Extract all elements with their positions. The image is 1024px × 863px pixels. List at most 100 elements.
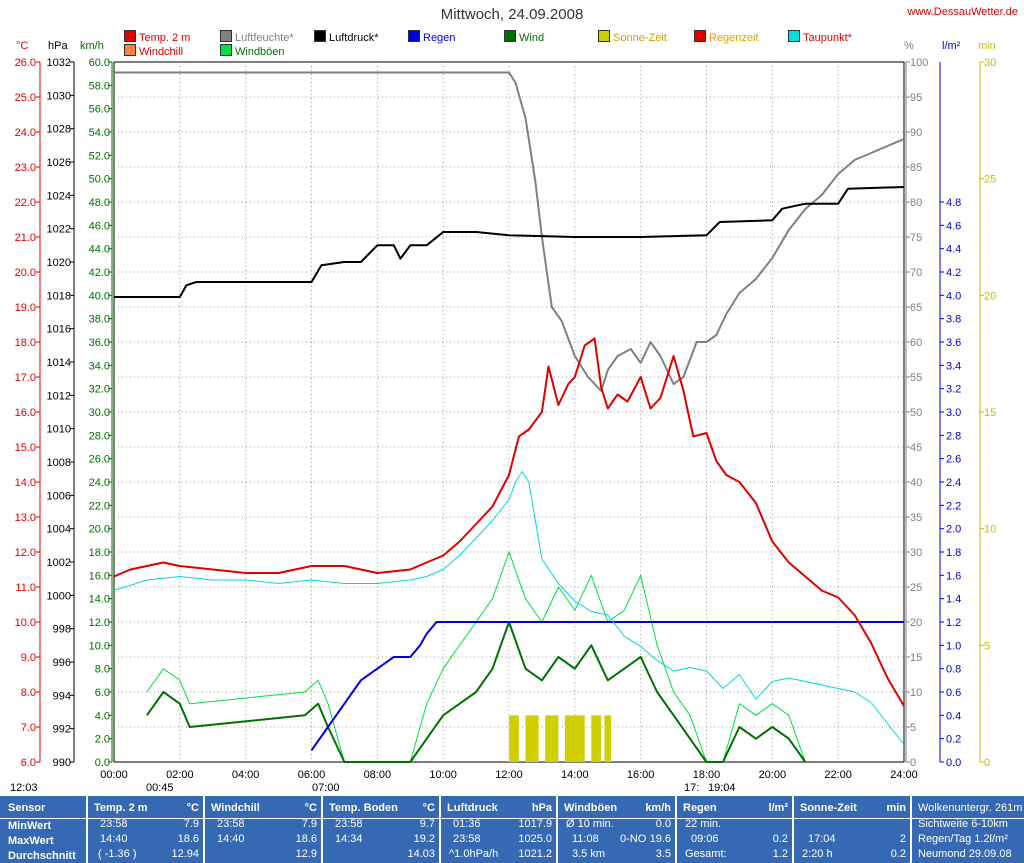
temp-tick-label: 23.0 [15,162,36,174]
humidity-tick-label: 95 [910,92,922,104]
wind-tick-label: 2.0 [95,734,110,746]
rain-tick-label: 3.8 [946,314,961,326]
gusts-max: 19.6 [649,833,671,845]
wind-tick-label: 58.0 [89,80,110,92]
pressure-tick-label: 1030 [47,90,71,102]
humidity-tick-label: 85 [910,162,922,174]
stats-separator [556,796,558,863]
row-label-sensor: Sensor [8,802,46,814]
legend-label: Luftfeuchte* [235,32,294,44]
pressure-tick-label: 1026 [47,157,71,169]
rain-header: Regen [683,802,717,814]
legend-swatch [314,30,326,42]
humidity-tick-label: 70 [910,267,922,279]
temp-min: 7.9 [183,818,199,830]
wind-tick-label: 38.0 [89,314,110,326]
stats-extra: Wolkenuntergr. 261m Sichtweite 6-10km Re… [912,796,1024,863]
pressure-tick-label: 1000 [47,590,71,602]
chart-grid [113,61,905,763]
legend-item: Luftfeuchte* [220,30,294,44]
temp-min-time: 23:58 [100,818,128,830]
humidity-tick-label: 90 [910,127,922,139]
x-tick-label: 18:00 [693,769,721,781]
x-tick-label: 08:00 [364,769,392,781]
humidity-tick-label: 55 [910,372,922,384]
gusts-distance: 3.5 km [572,848,606,860]
temp-tick-label: 22.0 [15,197,36,209]
legend-label: Windböen [235,46,285,58]
wind-tick-label: 32.0 [89,384,110,396]
rain-total: 1.2 [772,848,788,860]
chart-series [113,71,905,763]
temp-unit-label: °C [186,802,199,814]
legend-item: Windchill [124,44,183,58]
rain-duration: 22 min. [685,818,722,830]
wind-tick-label: 28.0 [89,430,110,442]
legend-item: Temp. 2 m [124,30,190,44]
rain-tick-label: 0.0 [946,757,961,769]
chart-axes: 00:00 02:00 04:00 06:00 08:00 10:00 12:00 14:00… [15,57,997,781]
stats-temp: Temp. 2 m °C 23:58 7.9 14:40 18.6 ( -1.3… [88,796,203,863]
rain-total-label: Gesamt: [685,848,727,860]
pressure-max: 1025.0 [518,833,552,845]
pressure-tick-label: 994 [53,690,71,702]
sun-bar [509,715,519,762]
temp-tick-label: 17.0 [15,372,36,384]
stats-soil: Temp. Boden °C 23:58 9.7 14:34 19.2 14.0… [323,796,439,863]
gusts-unit-label: km/h [645,802,671,814]
pressure-tick-label: 1028 [47,124,71,136]
temp-tick-label: 26.0 [15,57,36,69]
pressure-tick-label: 1024 [47,190,71,202]
rain-tick-label: 2.6 [946,454,961,466]
rain-tick-label: 3.2 [946,384,961,396]
gusts-avg: 3.5 [655,848,671,860]
legend-item: Regen [408,30,455,44]
temp-tick-label: 18.0 [15,337,36,349]
minutes-tick-label: 20 [984,290,996,302]
new-moon: Neumond 29.09.08 [918,848,1012,860]
legend-swatch [788,30,800,42]
rain-per-day: Regen/Tag 1.2l/m² [918,833,1008,845]
temp-tick-label: 9.0 [21,652,36,664]
wind-tick-label: 34.0 [89,360,110,372]
sun-bar [591,715,602,762]
windchill-unit-label: °C [304,802,317,814]
row-label-min: MinWert [8,820,52,832]
humidity-tick-label: 5 [910,722,916,734]
series-line-luftdruck [114,186,905,298]
temp-avg: 12.94 [171,848,199,860]
legend-item: Windböen [220,44,285,58]
minutes-unit: min [978,40,996,52]
temp-tick-label: 8.0 [21,687,36,699]
rain-unit: l/m² [942,40,961,52]
humidity-tick-label: 20 [910,617,922,629]
sunset-marker: 17: [684,782,700,794]
humidity-tick-label: 45 [910,442,922,454]
soil-unit-label: °C [422,802,435,814]
rain-tick-label: 4.8 [946,197,961,209]
temp-tick-label: 19.0 [15,302,36,314]
gusts-max-time: 11:08 [572,833,599,845]
wind-tick-label: 46.0 [89,220,110,232]
stats-separator [86,796,88,863]
pressure-avg: 1021.2 [518,848,552,860]
humidity-tick-label: 65 [910,302,922,314]
legend-label: Luftdruck* [329,32,379,44]
windchill-avg: 12.9 [295,848,317,860]
stats-panel: Sensor MinWert MaxWert Durchschnitt Temp… [0,796,1024,863]
site-url[interactable]: www.DessauWetter.de [907,6,1018,18]
legend-item: Regenzeit [694,30,759,44]
rain-tick-label: 1.2 [946,617,961,629]
x-tick-label: 06:00 [298,769,326,781]
temp-tick-label: 15.0 [15,442,36,454]
sun-bar [545,715,559,762]
rain-max-time: 09:06 [691,833,719,845]
rain-tick-label: 0.4 [946,710,961,722]
stats-rain: Regen l/m² 22 min. 09:06 0.2 Gesamt: 1.2 [677,796,792,863]
wind-tick-label: 56.0 [89,104,110,116]
stats-divider [0,818,1024,819]
wind-tick-label: 30.0 [89,407,110,419]
stats-pressure: Luftdruck hPa 01:36 1017.9 23:58 1025.0 … [441,796,556,863]
minutes-tick-label: 5 [984,640,990,652]
rain-unit-label: l/m² [768,802,788,814]
